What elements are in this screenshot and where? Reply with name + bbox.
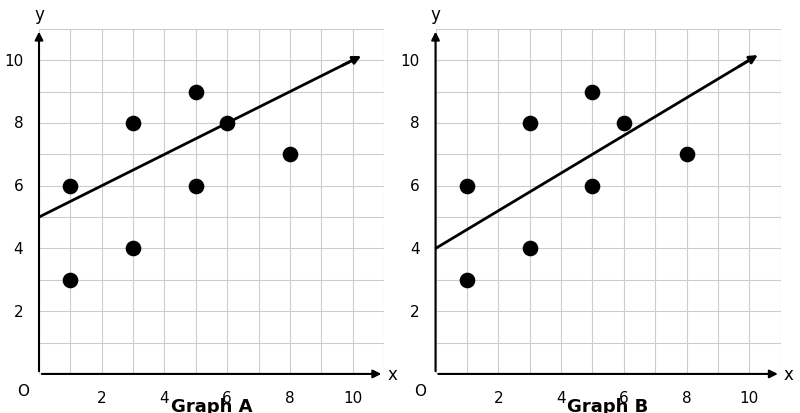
Text: O: O: [414, 383, 426, 399]
Text: 6: 6: [222, 390, 232, 405]
Point: [680, 152, 693, 158]
Text: 8: 8: [14, 116, 23, 131]
Text: 10: 10: [401, 54, 420, 69]
Point: [190, 89, 202, 96]
Point: [64, 183, 77, 190]
Text: O: O: [18, 383, 30, 399]
Text: x: x: [387, 365, 397, 383]
Text: 2: 2: [97, 390, 106, 405]
Text: 10: 10: [343, 390, 362, 405]
Point: [461, 183, 474, 190]
Text: 4: 4: [160, 390, 170, 405]
Text: 8: 8: [410, 116, 420, 131]
Text: 6: 6: [14, 179, 23, 194]
Text: 8: 8: [682, 390, 691, 405]
Text: 4: 4: [556, 390, 566, 405]
Point: [126, 120, 139, 127]
Point: [461, 277, 474, 283]
Text: 6: 6: [410, 179, 420, 194]
Text: 2: 2: [494, 390, 503, 405]
Point: [586, 89, 598, 96]
Text: 8: 8: [285, 390, 294, 405]
Text: 2: 2: [14, 304, 23, 319]
Point: [283, 152, 296, 158]
Point: [221, 120, 234, 127]
Point: [190, 183, 202, 190]
Point: [618, 120, 630, 127]
Text: 6: 6: [619, 390, 629, 405]
Title: Graph A: Graph A: [170, 397, 252, 413]
Point: [126, 246, 139, 252]
Text: 2: 2: [410, 304, 420, 319]
Text: 4: 4: [14, 241, 23, 256]
Text: 4: 4: [410, 241, 420, 256]
Text: 10: 10: [740, 390, 759, 405]
Point: [523, 246, 536, 252]
Title: Graph B: Graph B: [567, 397, 649, 413]
Text: 10: 10: [4, 54, 23, 69]
Point: [523, 120, 536, 127]
Text: y: y: [430, 5, 441, 24]
Text: y: y: [34, 5, 44, 24]
Text: x: x: [784, 365, 794, 383]
Point: [586, 183, 598, 190]
Point: [64, 277, 77, 283]
